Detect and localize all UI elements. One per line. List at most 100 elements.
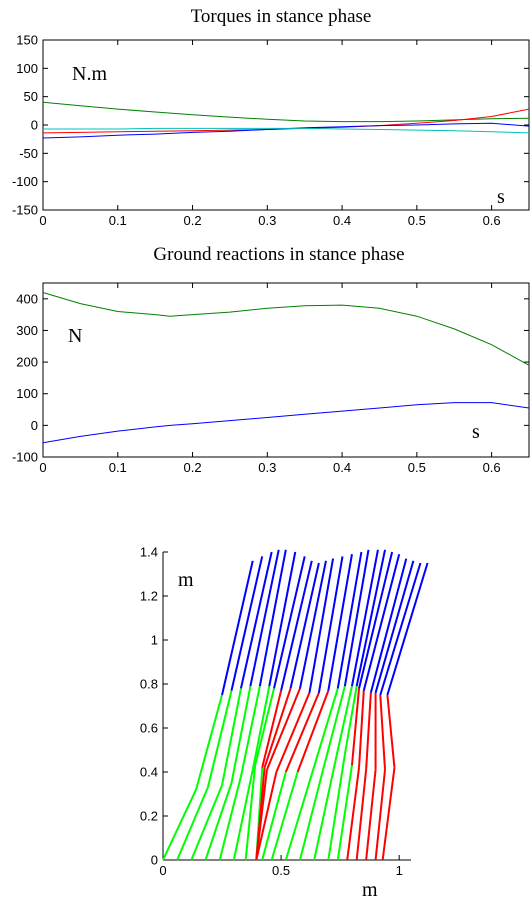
x-tick-label: 0.5: [408, 460, 426, 475]
ground-reaction-plot-frame: [42, 282, 530, 458]
trunk-16: [350, 549, 379, 687]
torque-y-unit: N.m: [72, 63, 107, 85]
leg-thigh-10: [265, 688, 301, 771]
y-tick-label: 200: [16, 355, 38, 370]
leg-thigh-8: [261, 690, 283, 768]
x-tick-label: 0.6: [483, 460, 501, 475]
leg-shank-18: [336, 765, 353, 861]
y-tick-label: -150: [12, 203, 38, 218]
trunk-20: [369, 558, 408, 694]
trunk-5: [258, 549, 287, 687]
trunk-11: [308, 558, 335, 693]
torque-chart: Torques in stance phase N.m s 0 0.1 0.2 0.3…: [12, 6, 530, 228]
y-tick-label: 1: [151, 633, 158, 648]
stick-y-unit: m: [178, 569, 194, 591]
leg-thigh-5: [239, 685, 261, 777]
leg-shank-19: [346, 767, 361, 861]
ground-reaction-chart-title: Ground reactions in stance phase: [153, 244, 404, 265]
ground-reaction-x-unit: s: [472, 421, 480, 443]
x-tick-label: 0.2: [183, 213, 201, 228]
x-tick-label: 0.2: [183, 460, 201, 475]
trunk-22: [379, 562, 422, 696]
y-tick-label: 300: [16, 323, 38, 338]
y-tick-label: 0: [31, 418, 38, 433]
x-tick-label: 0.3: [258, 460, 276, 475]
leg-thigh-13: [296, 690, 330, 773]
trunk-14: [336, 551, 363, 689]
trunk-19: [362, 553, 401, 691]
trunk-2: [230, 556, 264, 691]
trunk-9: [289, 562, 320, 689]
y-tick-label: 0: [31, 118, 38, 133]
leg-thigh-12: [284, 692, 320, 773]
x-tick-label: 0.6: [483, 213, 501, 228]
trunk-1: [221, 560, 254, 696]
y-tick-label: 0.8: [140, 677, 158, 692]
x-tick-label: 0.1: [109, 460, 127, 475]
x-tick-label: 0.5: [272, 863, 290, 878]
trunk-18: [358, 551, 394, 689]
leg-thigh-7: [254, 688, 275, 766]
leg-shank-7: [244, 765, 257, 861]
leg-thigh-17: [343, 686, 358, 755]
y-tick-label: -100: [12, 450, 38, 465]
leg-shank-5: [218, 776, 242, 861]
series-line-1: [42, 292, 530, 366]
x-tick-label: 0: [159, 863, 166, 878]
leg-shank-22: [374, 769, 387, 861]
y-tick-label: 0.2: [140, 809, 158, 824]
y-tick-label: 100: [16, 61, 38, 76]
stick-x-unit: m: [362, 879, 378, 901]
y-tick-label: 0.6: [140, 721, 158, 736]
y-tick-label: 50: [24, 89, 38, 104]
leg-thigh-15: [322, 685, 346, 768]
y-tick-label: 0: [151, 853, 158, 868]
trunk-21: [374, 560, 415, 694]
leg-thigh-4: [230, 686, 252, 784]
torque-plot-frame: [42, 39, 530, 211]
series-line-1: [42, 101, 530, 123]
series-line-4: [43, 127, 530, 134]
ground-reaction-chart: Ground reactions in stance phase N s 0 0.…: [12, 244, 530, 475]
trunk-23: [386, 562, 429, 696]
leg-shank-11: [255, 771, 278, 861]
leg-thigh-11: [275, 692, 311, 773]
leg-thigh-6: [251, 686, 271, 770]
y-tick-label: 100: [16, 386, 38, 401]
leg-shank-1: [162, 789, 197, 861]
leg-thigh-23: [386, 694, 396, 768]
y-tick-label: 0.4: [140, 765, 158, 780]
x-tick-label: 0: [39, 460, 46, 475]
leg-thigh-3: [221, 688, 242, 786]
leg-thigh-14: [310, 688, 339, 775]
leg-shank-12: [261, 771, 287, 861]
trunk-8: [280, 560, 313, 691]
leg-shank-6: [232, 769, 254, 861]
leg-shank-13: [270, 771, 299, 861]
leg-thigh-1: [195, 694, 224, 790]
trunk-12: [317, 556, 344, 693]
trunk-7: [273, 556, 306, 689]
torque-x-unit: s: [497, 186, 505, 208]
leg-thigh-16: [334, 685, 353, 762]
trunk-6: [268, 551, 297, 687]
x-tick-label: 0.3: [258, 213, 276, 228]
leg-thigh-19: [358, 690, 365, 768]
ground-reaction-y-unit: N: [68, 325, 82, 347]
x-tick-label: 0.4: [333, 460, 351, 475]
x-tick-label: 0.5: [408, 213, 426, 228]
leg-thigh-18: [350, 688, 361, 766]
y-tick-label: -100: [12, 174, 38, 189]
leg-thigh-22: [379, 694, 387, 770]
leg-shank-17: [327, 754, 346, 861]
leg-shank-20: [355, 769, 368, 861]
stick-figure-chart: m m 0 0.5 1 1.4 1.2 1 0.8 0.6 0.4 0.2 0: [140, 545, 429, 901]
leg-shank-23: [381, 767, 396, 861]
trunk-4: [249, 549, 280, 687]
leg-thigh-2: [206, 690, 233, 788]
x-tick-label: 0: [39, 213, 46, 228]
leg-shank-10: [255, 769, 268, 861]
leg-shank-4: [204, 782, 233, 861]
trunk-15: [343, 549, 370, 687]
